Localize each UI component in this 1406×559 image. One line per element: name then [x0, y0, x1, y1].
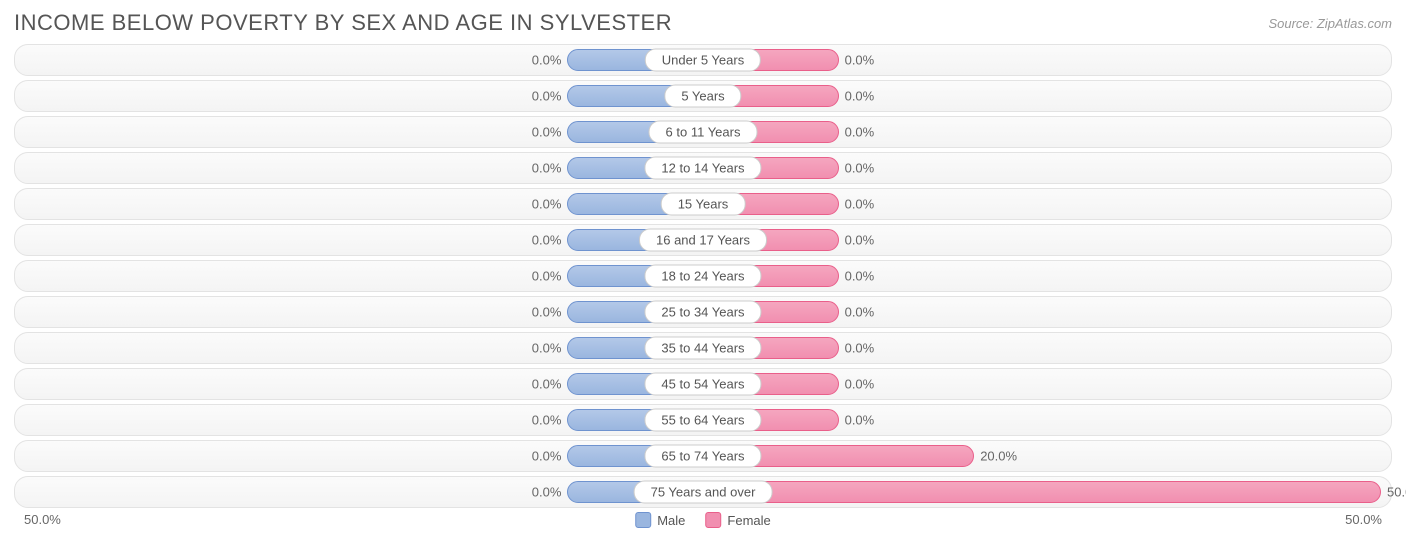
female-value: 0.0% [845, 161, 875, 176]
female-value: 0.0% [845, 305, 875, 320]
chart-footer: 50.0% Male Female 50.0% [14, 512, 1392, 546]
female-value: 0.0% [845, 233, 875, 248]
category-label: 35 to 44 Years [644, 337, 761, 360]
female-value: 0.0% [845, 269, 875, 284]
category-label: 6 to 11 Years [649, 121, 758, 144]
male-value: 0.0% [532, 485, 562, 500]
female-value: 0.0% [845, 89, 875, 104]
chart-row: 0.0% 0.0% 5 Years [14, 80, 1392, 112]
chart-row: 0.0% 0.0% 45 to 54 Years [14, 368, 1392, 400]
category-label: 5 Years [664, 85, 741, 108]
legend-male-label: Male [657, 513, 685, 528]
legend: Male Female [635, 512, 771, 528]
male-value: 0.0% [532, 269, 562, 284]
axis-max-left: 50.0% [24, 512, 61, 527]
diverging-bar-chart: 0.0%0.0%Under 5 Years0.0%0.0%5 Years0.0%… [14, 44, 1392, 508]
female-value: 0.0% [845, 377, 875, 392]
male-swatch-icon [635, 512, 651, 528]
legend-female: Female [705, 512, 770, 528]
category-label: 65 to 74 Years [644, 445, 761, 468]
category-label: 25 to 34 Years [644, 301, 761, 324]
male-value: 0.0% [532, 161, 562, 176]
chart-row: 0.0%50.0%75 Years and over [14, 476, 1392, 508]
female-value: 0.0% [845, 413, 875, 428]
axis-max-right: 50.0% [1345, 512, 1382, 527]
chart-title: INCOME BELOW POVERTY BY SEX AND AGE IN S… [14, 10, 672, 36]
category-label: 45 to 54 Years [644, 373, 761, 396]
female-value: 0.0% [845, 53, 875, 68]
chart-row: 0.0% 0.0% 15 Years [14, 188, 1392, 220]
male-value: 0.0% [532, 413, 562, 428]
legend-male: Male [635, 512, 685, 528]
male-value: 0.0% [532, 53, 562, 68]
chart-header: INCOME BELOW POVERTY BY SEX AND AGE IN S… [14, 10, 1392, 36]
chart-row: 0.0% 0.0% 35 to 44 Years [14, 332, 1392, 364]
female-value: 0.0% [845, 125, 875, 140]
chart-row: 0.0% 20.0% 65 to 74 Years [14, 440, 1392, 472]
female-bar [703, 481, 1381, 503]
female-value: 0.0% [845, 341, 875, 356]
category-label: Under 5 Years [645, 49, 761, 72]
category-label: 15 Years [661, 193, 746, 216]
chart-row: 0.0% 0.0% 55 to 64 Years [14, 404, 1392, 436]
category-label: 55 to 64 Years [644, 409, 761, 432]
male-value: 0.0% [532, 341, 562, 356]
chart-row: 0.0% 0.0% 12 to 14 Years [14, 152, 1392, 184]
male-value: 0.0% [532, 89, 562, 104]
male-value: 0.0% [532, 233, 562, 248]
category-label: 18 to 24 Years [644, 265, 761, 288]
male-value: 0.0% [532, 197, 562, 212]
chart-row: 0.0% 0.0% 16 and 17 Years [14, 224, 1392, 256]
female-value: 0.0% [845, 197, 875, 212]
male-value: 0.0% [532, 377, 562, 392]
chart-row: 0.0% 0.0% Under 5 Years [14, 44, 1392, 76]
chart-source: Source: ZipAtlas.com [1268, 16, 1392, 31]
male-value: 0.0% [532, 449, 562, 464]
male-value: 0.0% [532, 305, 562, 320]
chart-row: 0.0% 0.0% 18 to 24 Years [14, 260, 1392, 292]
male-value: 0.0% [532, 125, 562, 140]
category-label: 16 and 17 Years [639, 229, 767, 252]
female-swatch-icon [705, 512, 721, 528]
category-label: 12 to 14 Years [644, 157, 761, 180]
chart-row: 0.0% 0.0% 25 to 34 Years [14, 296, 1392, 328]
legend-female-label: Female [727, 513, 770, 528]
female-value: 50.0% [1387, 485, 1406, 500]
category-label: 75 Years and over [634, 481, 773, 504]
chart-row: 0.0% 0.0% 6 to 11 Years [14, 116, 1392, 148]
female-value: 20.0% [980, 449, 1017, 464]
